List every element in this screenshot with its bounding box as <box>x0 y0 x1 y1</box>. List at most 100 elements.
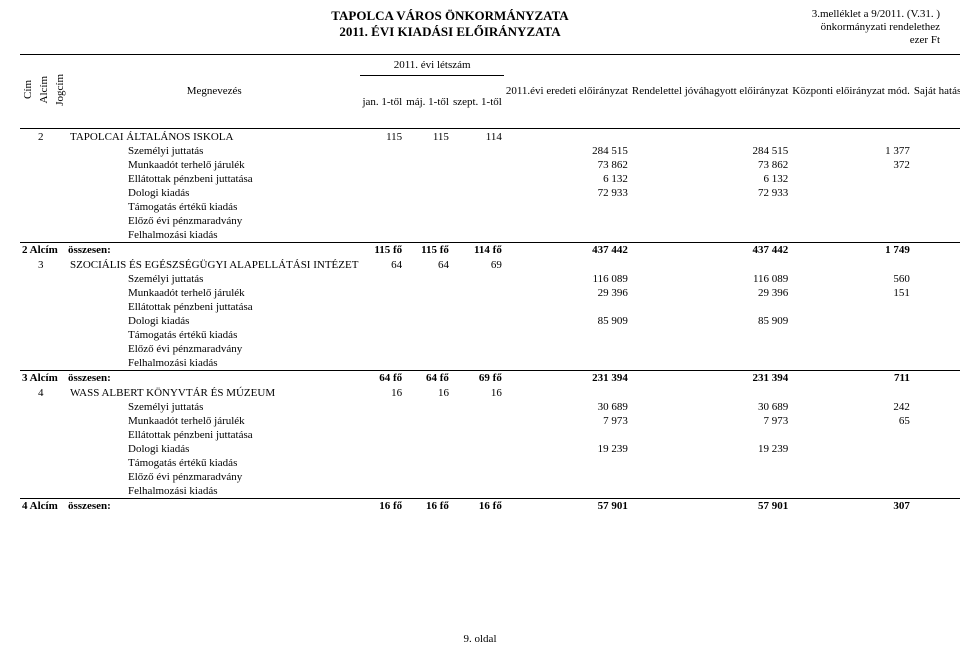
cell <box>451 342 504 356</box>
section-title: WASS ALBERT KÖNYVTÁR ÉS MÚZEUM <box>68 385 360 400</box>
table-row: Dologi kiadás85 90985 9091302 12788 166 <box>20 314 960 328</box>
col-alcim: Alcím <box>38 74 50 106</box>
cell <box>20 128 36 144</box>
cell <box>20 172 36 186</box>
table-row: Támogatás értékű kiadás0 <box>20 456 960 470</box>
cell <box>20 356 36 371</box>
table-row: Munkaadót terhelő járulék7 9737 97365175… <box>20 414 960 428</box>
row-name: Felhalmozási kiadás <box>68 228 360 243</box>
row-name: Munkaadót terhelő járulék <box>68 286 360 300</box>
total-label: 2 Alcím <box>20 242 68 257</box>
cell: 69 <box>451 257 504 272</box>
cell <box>912 385 960 400</box>
cell <box>52 158 68 172</box>
cell <box>451 200 504 214</box>
cell <box>20 200 36 214</box>
cell <box>20 314 36 328</box>
cell: 72 933 <box>504 186 630 200</box>
cell <box>52 484 68 499</box>
cell <box>504 342 630 356</box>
cell <box>360 214 404 228</box>
cell <box>790 470 912 484</box>
cell <box>504 214 630 228</box>
cell <box>504 257 630 272</box>
cell <box>912 144 960 158</box>
cell <box>404 328 451 342</box>
cell <box>790 456 912 470</box>
cell <box>404 456 451 470</box>
meta-block: 3.melléklet a 9/2011. (V.31. ) önkormány… <box>720 8 940 48</box>
cell <box>790 484 912 499</box>
cell <box>404 342 451 356</box>
cell <box>52 172 68 186</box>
total-name: összesen: <box>68 370 360 385</box>
row-name: Támogatás értékű kiadás <box>68 200 360 214</box>
cell <box>451 172 504 186</box>
cell <box>36 300 52 314</box>
cell <box>630 484 790 499</box>
cell <box>451 314 504 328</box>
cell <box>504 200 630 214</box>
row-name: Ellátottak pénzbeni juttatása <box>68 428 360 442</box>
row-name: Ellátottak pénzbeni juttatása <box>68 300 360 314</box>
cell: 1 749 <box>790 242 912 257</box>
row-name: Ellátottak pénzbeni juttatása <box>68 172 360 186</box>
cell <box>912 428 960 442</box>
cell: 116 089 <box>630 272 790 286</box>
cell <box>630 257 790 272</box>
cell: 115 fő <box>360 242 404 257</box>
cell <box>20 484 36 499</box>
cell <box>912 414 960 428</box>
cell <box>36 172 52 186</box>
cell <box>504 300 630 314</box>
cell: 16 <box>451 385 504 400</box>
cell: 711 <box>790 370 912 385</box>
cell <box>52 257 68 272</box>
cell <box>360 470 404 484</box>
cell <box>790 300 912 314</box>
cell <box>504 470 630 484</box>
table-row: Támogatás értékű kiadás0 <box>20 328 960 342</box>
meta-line-2: önkormányzati rendelethez <box>720 21 940 34</box>
cell <box>451 456 504 470</box>
row-name: Dologi kiadás <box>68 442 360 456</box>
row-name: Személyi juttatás <box>68 400 360 414</box>
table-row: Előző évi pénzmaradvány7 5267 526 <box>20 214 960 228</box>
cell <box>912 286 960 300</box>
cell <box>404 186 451 200</box>
cell <box>912 470 960 484</box>
cell <box>451 144 504 158</box>
cell <box>912 300 960 314</box>
section-title: SZOCIÁLIS ÉS EGÉSZSÉGÜGYI ALAPELLÁTÁSI I… <box>68 257 360 272</box>
table-body: 2TAPOLCAI ÁLTALÁNOS ISKOLA115115114 Szemé… <box>20 128 960 513</box>
table-row: Támogatás értékű kiadás0 <box>20 200 960 214</box>
cell <box>360 400 404 414</box>
cell: 16 fő <box>360 498 404 513</box>
cell <box>451 272 504 286</box>
cell <box>52 200 68 214</box>
cell <box>912 342 960 356</box>
cell <box>20 456 36 470</box>
cell <box>404 228 451 243</box>
col-cim: Cím <box>22 78 34 101</box>
cell <box>912 400 960 414</box>
title-line-1: TAPOLCA VÁROS ÖNKORMÁNYZATA <box>180 8 720 24</box>
cell <box>36 200 52 214</box>
cell <box>20 144 36 158</box>
table-row: Személyi juttatás116 089116 0895601 1211… <box>20 272 960 286</box>
total-label: 3 Alcím <box>20 370 68 385</box>
table-row: Előző évi pénzmaradvány2 7712 771 <box>20 470 960 484</box>
row-name: Munkaadót terhelő járulék <box>68 414 360 428</box>
cell <box>360 300 404 314</box>
cell <box>36 428 52 442</box>
cell: 7 973 <box>630 414 790 428</box>
cell <box>52 186 68 200</box>
title-block: TAPOLCA VÁROS ÖNKORMÁNYZATA 2011. ÉVI KI… <box>20 8 720 41</box>
cell <box>790 428 912 442</box>
cell <box>52 300 68 314</box>
col-letszam-group: 2011. évi létszám <box>360 54 503 75</box>
cell <box>404 286 451 300</box>
cell <box>451 228 504 243</box>
section-header-row: 2TAPOLCAI ÁLTALÁNOS ISKOLA115115114 <box>20 128 960 144</box>
row-name: Támogatás értékű kiadás <box>68 328 360 342</box>
